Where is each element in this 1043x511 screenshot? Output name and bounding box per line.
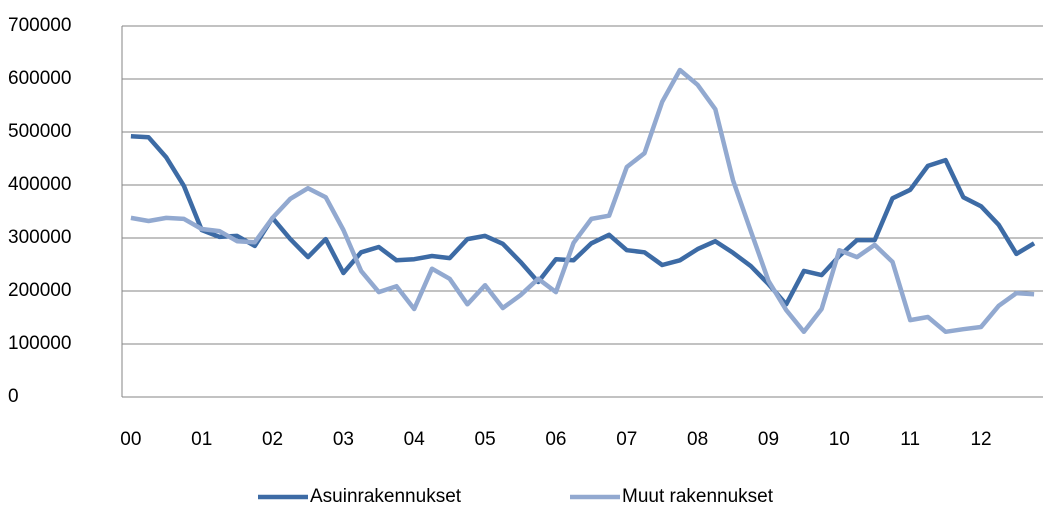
- x-tick-label: 04: [404, 429, 426, 450]
- x-tick-label: 01: [191, 429, 212, 450]
- x-tick-label: 06: [545, 429, 566, 450]
- x-tick-label: 11: [900, 429, 920, 450]
- y-tick-label: 200000: [8, 280, 71, 301]
- x-tick-label: 03: [333, 429, 354, 450]
- y-tick-label: 700000: [8, 15, 71, 36]
- x-tick-label: 00: [120, 429, 141, 450]
- legend-label: Asuinrakennukset: [310, 486, 462, 507]
- y-tick-label: 400000: [8, 174, 71, 195]
- y-tick-label: 100000: [8, 333, 71, 354]
- series-line: [130, 133, 1036, 307]
- x-tick-label: 12: [970, 429, 991, 450]
- y-tick-label: 600000: [8, 68, 71, 89]
- series-line: [130, 67, 1035, 335]
- y-tick-label: 500000: [8, 121, 71, 142]
- y-tick-label: 0: [8, 386, 19, 407]
- y-tick-label: 300000: [8, 227, 71, 248]
- x-tick-label: 08: [687, 429, 708, 450]
- x-tick-label: 02: [262, 429, 283, 450]
- x-tick-label: 10: [829, 429, 850, 450]
- legend-label: Muut rakennukset: [622, 486, 774, 507]
- x-tick-label: 09: [758, 429, 779, 450]
- x-tick-label: 07: [616, 429, 637, 450]
- x-tick-label: 05: [475, 429, 496, 450]
